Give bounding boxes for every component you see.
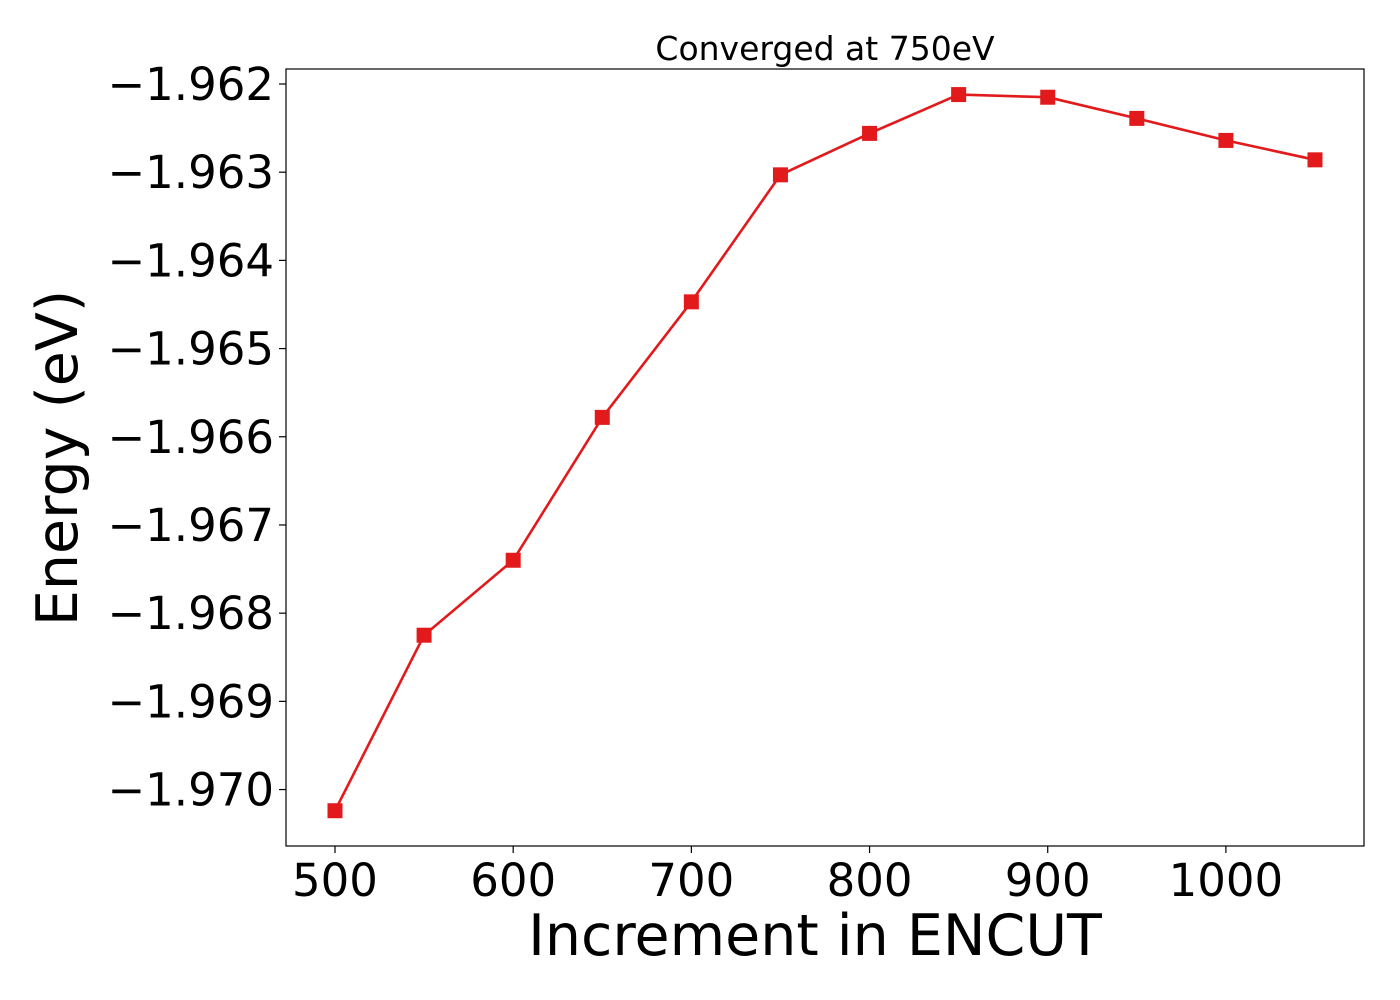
data-point-marker (416, 627, 432, 643)
y-axis-label: Energy (eV) (25, 290, 91, 626)
y-tick-label: −1.966 (107, 411, 274, 464)
x-axis-label: Increment in ENCUT (528, 903, 1102, 969)
data-point-marker (1307, 152, 1323, 168)
x-tick-label: 500 (292, 854, 378, 907)
data-point-marker (1218, 132, 1234, 148)
x-axis-ticks: 500 600 700 800 900 1000 (292, 846, 1283, 907)
y-tick-label: −1.968 (107, 587, 274, 640)
y-tick-label: −1.970 (107, 764, 274, 817)
chart-title: Converged at 750eV (655, 29, 995, 68)
y-tick-label: −1.964 (107, 234, 274, 287)
data-point-marker (327, 803, 343, 819)
data-point-marker (951, 87, 967, 103)
data-point-marker (683, 294, 699, 310)
y-axis-ticks: −1.970 −1.969 −1.968 −1.967 −1.966 −1.965 −1.9… (107, 58, 286, 817)
series-layer (327, 87, 1323, 819)
data-point-marker (862, 125, 878, 141)
data-point-marker (772, 167, 788, 183)
x-tick-label: 1000 (1169, 854, 1284, 907)
y-tick-label: −1.967 (107, 499, 274, 552)
x-tick-label: 600 (470, 854, 556, 907)
series-line (333, 93, 1316, 812)
data-point-marker (505, 552, 521, 568)
x-tick-label: 700 (648, 854, 734, 907)
y-tick-label: −1.963 (107, 146, 274, 199)
x-tick-label: 900 (1005, 854, 1091, 907)
plot-area-frame (285, 68, 1365, 847)
x-tick-label: 800 (827, 854, 913, 907)
y-tick-label: −1.969 (107, 675, 274, 728)
y-tick-label: −1.965 (107, 323, 274, 376)
y-tick-label: −1.962 (107, 58, 274, 111)
data-point-marker (1129, 110, 1145, 126)
data-point-marker (594, 409, 610, 425)
data-point-marker (1040, 89, 1056, 105)
